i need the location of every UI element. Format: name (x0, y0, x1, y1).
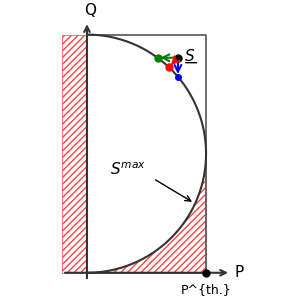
Text: Q: Q (84, 3, 96, 18)
Polygon shape (62, 34, 87, 273)
Text: $S^{max}$: $S^{max}$ (110, 162, 146, 178)
Text: P: P (234, 265, 243, 280)
Polygon shape (87, 154, 206, 273)
Text: P^{th.}: P^{th.} (181, 283, 232, 296)
Text: S: S (184, 49, 194, 64)
